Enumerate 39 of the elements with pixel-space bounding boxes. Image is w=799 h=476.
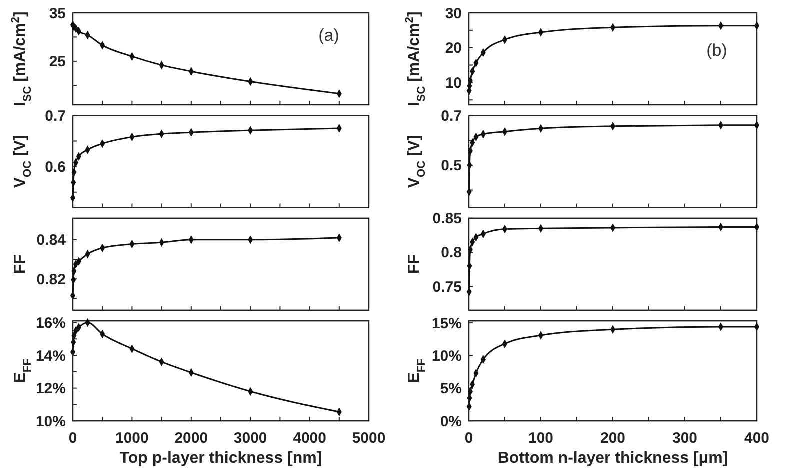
y-tick-label: 10% [432, 348, 462, 365]
y-tick-label: 15% [432, 315, 462, 332]
y-tick-label: 30 [445, 5, 462, 22]
y-tick-label: 25 [49, 54, 66, 71]
y-tick-label: 0.8 [441, 244, 462, 262]
y-tick-label: 0.85 [432, 210, 462, 228]
y-tick-label: 0.7 [441, 108, 462, 125]
y-tick-label: 5% [440, 380, 462, 398]
annotation: (b) [706, 41, 728, 60]
y-tick-label: 0.6 [45, 159, 66, 176]
y-tick-label: 14% [36, 348, 66, 365]
y-tick-label: 10% [36, 413, 66, 430]
y-tick-label: 0.7 [45, 108, 66, 125]
x-axis-title: Top p-layer thickness [nm] [120, 450, 322, 468]
x-tick-label: 0 [68, 430, 78, 448]
y-tick-label: 0.5 [441, 158, 462, 175]
x-tick-label: 400 [744, 430, 770, 448]
x-tick-label: 3000 [234, 430, 268, 448]
y-tick-label: 10 [445, 74, 462, 92]
y-tick-label: 0% [440, 413, 462, 430]
x-tick-label: 4000 [293, 430, 326, 448]
y-tick-label: 0.84 [36, 232, 67, 250]
y-tick-label: 0.75 [432, 278, 462, 296]
y-tick-label: 0.82 [36, 271, 66, 288]
y-tick-label: 20 [445, 40, 462, 58]
x-tick-label: 1000 [116, 430, 149, 448]
x-tick-label: 200 [600, 430, 626, 448]
y-tick-label: 12% [36, 380, 66, 398]
y-axis-title: FF [12, 254, 29, 274]
x-axis-title: Bottom n-layer thickness [μm] [498, 450, 728, 468]
x-tick-label: 5000 [352, 430, 386, 448]
x-tick-label: 2000 [174, 430, 208, 448]
y-tick-label: 16% [36, 314, 66, 332]
y-axis-title: FF [406, 254, 423, 274]
x-tick-label: 100 [528, 430, 554, 448]
annotation: (a) [318, 26, 340, 45]
x-tick-label: 0 [464, 430, 474, 448]
y-tick-label: 35 [49, 5, 66, 22]
x-tick-label: 300 [672, 430, 698, 448]
